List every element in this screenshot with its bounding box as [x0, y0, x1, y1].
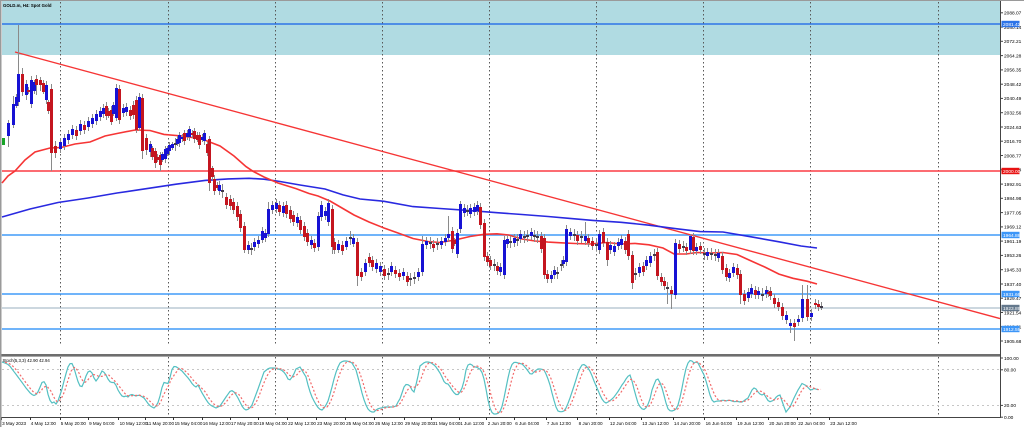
svg-text:80.00: 80.00: [1004, 368, 1016, 374]
svg-text:14 Jun 20:00: 14 Jun 20:00: [674, 421, 701, 426]
svg-text:GOLD.m, H4: Spot Gold: GOLD.m, H4: Spot Gold: [3, 3, 52, 8]
svg-text:3 May 2023: 3 May 2023: [2, 421, 26, 426]
svg-text:1 Jun 12:00: 1 Jun 12:00: [460, 421, 484, 426]
svg-text:2000.00: 2000.00: [1003, 169, 1021, 175]
svg-text:1931.66: 1931.66: [1003, 292, 1021, 298]
svg-text:1992.91: 1992.91: [1004, 182, 1022, 188]
svg-text:100.00: 100.00: [1004, 356, 1019, 362]
svg-text:1923.89: 1923.89: [1003, 306, 1021, 312]
svg-text:8 Jun 20:00: 8 Jun 20:00: [579, 421, 603, 426]
svg-text:1984.98: 1984.98: [1004, 196, 1022, 202]
svg-text:15 May 04:00: 15 May 04:00: [175, 421, 203, 426]
svg-text:17 May 20:00: 17 May 20:00: [231, 421, 259, 426]
svg-text:2081.42: 2081.42: [1003, 22, 1021, 28]
svg-text:Stoch(5,3,3) 42.90 42.94: Stoch(5,3,3) 42.90 42.94: [3, 358, 51, 363]
svg-text:6 Jun 04:00: 6 Jun 04:00: [515, 421, 539, 426]
svg-text:13 Jun 12:00: 13 Jun 12:00: [642, 421, 669, 426]
svg-text:26 May 12:00: 26 May 12:00: [375, 421, 403, 426]
svg-text:19 Jun 12:00: 19 Jun 12:00: [737, 421, 764, 426]
svg-text:12 Jun 04:00: 12 Jun 04:00: [610, 421, 637, 426]
svg-text:2008.77: 2008.77: [1004, 153, 1022, 159]
svg-text:1953.26: 1953.26: [1004, 253, 1022, 259]
svg-text:20.00: 20.00: [1004, 403, 1016, 409]
svg-text:2016.70: 2016.70: [1004, 139, 1022, 145]
svg-text:7 Jun 12:00: 7 Jun 12:00: [547, 421, 571, 426]
svg-text:11 May 20:00: 11 May 20:00: [147, 421, 175, 426]
svg-text:2032.56: 2032.56: [1004, 111, 1022, 117]
svg-text:22 Jun 04:00: 22 Jun 04:00: [798, 421, 825, 426]
svg-text:2040.49: 2040.49: [1004, 96, 1022, 102]
svg-text:2080.14: 2080.14: [1004, 25, 1022, 31]
svg-text:9 May 04:00: 9 May 04:00: [89, 421, 115, 426]
svg-text:0.00: 0.00: [1004, 415, 1014, 421]
svg-text:22 May 12:00: 22 May 12:00: [288, 421, 316, 426]
svg-text:23 Jun 12:00: 23 Jun 12:00: [830, 421, 857, 426]
svg-text:1905.68: 1905.68: [1004, 339, 1022, 345]
svg-text:1912.59: 1912.59: [1003, 327, 1021, 333]
svg-text:2024.63: 2024.63: [1004, 125, 1022, 131]
svg-text:10 May 12:00: 10 May 12:00: [120, 421, 148, 426]
svg-text:1929.47: 1929.47: [1004, 296, 1022, 302]
svg-text:19 May 04:00: 19 May 04:00: [259, 421, 287, 426]
svg-text:16 Jun 04:00: 16 Jun 04:00: [706, 421, 733, 426]
svg-text:5 May 20:00: 5 May 20:00: [61, 421, 87, 426]
svg-text:1945.33: 1945.33: [1004, 268, 1022, 274]
svg-text:2088.07: 2088.07: [1004, 11, 1022, 17]
svg-text:1977.05: 1977.05: [1004, 210, 1022, 216]
svg-text:2056.35: 2056.35: [1004, 68, 1022, 74]
svg-text:2048.42: 2048.42: [1004, 82, 1022, 88]
svg-text:16 May 12:00: 16 May 12:00: [203, 421, 231, 426]
svg-text:31 May 04:00: 31 May 04:00: [433, 421, 461, 426]
svg-text:2072.21: 2072.21: [1004, 39, 1022, 45]
svg-text:1921.54: 1921.54: [1004, 310, 1022, 316]
svg-text:20 Jun 20:00: 20 Jun 20:00: [769, 421, 796, 426]
svg-text:1969.12: 1969.12: [1004, 225, 1022, 231]
svg-text:25 May 04:00: 25 May 04:00: [346, 421, 374, 426]
svg-text:4 May 12:00: 4 May 12:00: [31, 421, 57, 426]
svg-text:2064.28: 2064.28: [1004, 53, 1022, 59]
svg-text:1964.88: 1964.88: [1003, 233, 1021, 239]
svg-text:1961.19: 1961.19: [1004, 239, 1022, 245]
svg-text:23 May 20:00: 23 May 20:00: [317, 421, 345, 426]
svg-text:29 May 20:00: 29 May 20:00: [405, 421, 433, 426]
svg-text:2 Jun 20:00: 2 Jun 20:00: [488, 421, 512, 426]
svg-text:1937.40: 1937.40: [1004, 282, 1022, 288]
